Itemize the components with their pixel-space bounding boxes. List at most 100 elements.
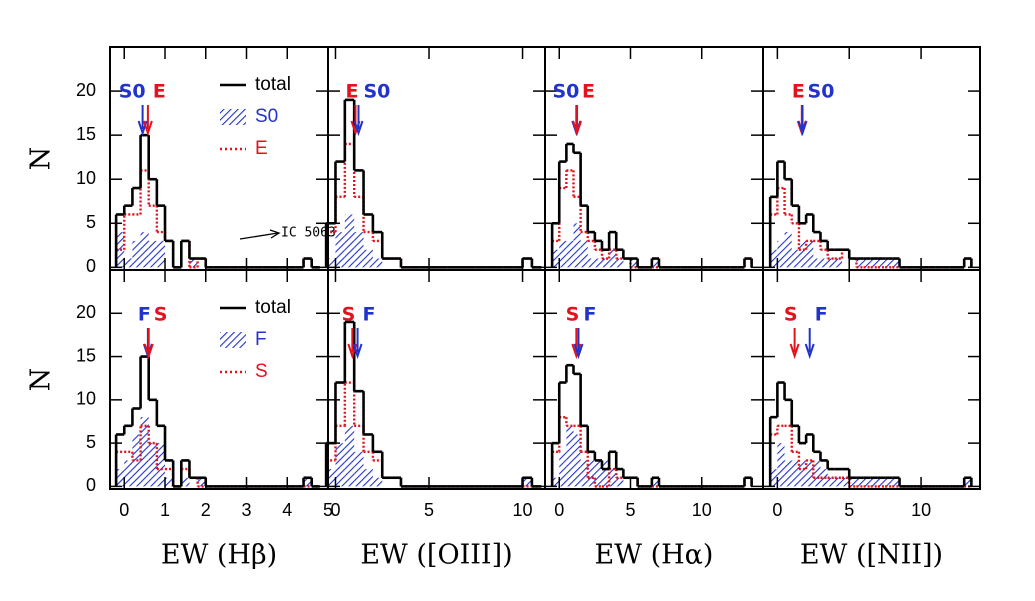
x-tick-label: 10 <box>692 500 712 520</box>
hist-bar <box>573 223 581 268</box>
hist-bar <box>770 249 778 268</box>
arrow-head <box>352 343 363 360</box>
x-tick-label: 2 <box>201 500 211 520</box>
arrow-head <box>804 343 815 360</box>
hist-bar <box>354 232 364 268</box>
arrow-label: S <box>154 304 168 326</box>
x-axis-label: EW (Hβ) <box>161 540 277 571</box>
arrow-label: E <box>582 81 595 103</box>
hist-bar <box>834 258 843 268</box>
y-tick-label: 20 <box>76 302 96 322</box>
hist-bar <box>798 460 807 487</box>
legend-label: S <box>255 361 268 382</box>
arrow-head <box>142 120 153 137</box>
hist-bar <box>877 258 886 268</box>
hist-bar <box>777 240 785 268</box>
hist-bar <box>616 258 624 268</box>
x-tick-label: 4 <box>282 500 292 520</box>
hist-bar <box>372 258 383 268</box>
hist-bar <box>813 258 821 268</box>
hist-bar <box>303 477 312 487</box>
y-tick-label: 0 <box>86 475 96 495</box>
hist-bar <box>856 477 864 487</box>
hist-bar <box>827 258 835 268</box>
hist-bar <box>834 477 843 487</box>
hist-bar <box>566 240 574 268</box>
hist-bar <box>580 460 588 487</box>
hist-bar <box>784 232 792 268</box>
arrow-label: S0 <box>552 81 579 103</box>
hist-bar <box>849 477 857 487</box>
hist-bar <box>326 469 336 487</box>
arrow-label: S <box>342 304 356 326</box>
hist-bar <box>587 258 595 268</box>
annotation-arrow <box>239 232 279 240</box>
y-tick-label: 5 <box>86 432 96 452</box>
hist-bar <box>148 240 157 268</box>
hist-bar <box>594 258 602 268</box>
hist-bar <box>609 469 617 487</box>
x-tick-label: 1 <box>160 500 170 520</box>
legend-label: F <box>255 329 267 350</box>
hist-bar <box>165 477 174 487</box>
hist-bar <box>863 258 871 268</box>
y-tick-label: 15 <box>76 124 96 144</box>
arrow-label: F <box>583 304 596 326</box>
x-tick-label: 5 <box>625 500 635 520</box>
arrow-label: F <box>363 304 376 326</box>
arrow-head <box>797 120 808 137</box>
hist-bar <box>601 460 610 487</box>
arrow-label: S0 <box>808 81 835 103</box>
hist-bar <box>856 258 864 268</box>
annotation: IC 5063 <box>281 226 336 241</box>
legend-label: total <box>255 297 291 318</box>
hist-bar <box>566 425 574 487</box>
hist-bar <box>798 240 807 268</box>
y-tick-label: 10 <box>76 389 96 409</box>
hist-bar <box>124 258 133 268</box>
hist-bar <box>354 451 364 487</box>
arrow-label: E <box>792 81 805 103</box>
hist-bar <box>156 240 166 268</box>
x-tick-label: 0 <box>119 500 129 520</box>
hist-bar <box>885 258 893 268</box>
hist-bar <box>372 477 383 487</box>
arrow-head <box>143 343 154 360</box>
x-axis-label: EW ([OIII]) <box>360 540 512 571</box>
y-axis-label: N <box>26 368 57 392</box>
legend-swatch <box>220 332 246 348</box>
arrow-head <box>353 120 364 137</box>
hist-bar <box>842 477 850 487</box>
hist-bar <box>552 249 560 268</box>
legend-label: total <box>255 74 291 95</box>
arrow-head <box>572 120 583 137</box>
hist-bar <box>552 477 560 487</box>
hist-bar <box>140 417 149 487</box>
hist-bar <box>181 477 190 487</box>
hist-bar <box>651 477 659 487</box>
hist-bar <box>335 232 345 268</box>
panel-frame <box>762 269 981 490</box>
x-axis-label: EW (Hα) <box>595 540 714 571</box>
y-tick-label: 5 <box>86 212 96 232</box>
hist-bar <box>197 477 206 487</box>
arrow-head <box>573 343 584 360</box>
hist-bar <box>140 232 149 268</box>
hist-bar <box>573 434 581 487</box>
x-tick-label: 0 <box>330 500 340 520</box>
hist-bar <box>609 249 617 268</box>
x-tick-label: 0 <box>554 500 564 520</box>
x-tick-label: 10 <box>911 500 931 520</box>
arrow-head <box>789 343 800 360</box>
hist-bar <box>189 258 198 268</box>
hist-bar <box>522 477 532 487</box>
hist-bar <box>335 443 345 487</box>
hist-bar <box>580 240 588 268</box>
hist-bar <box>148 443 157 487</box>
hist-bar <box>594 460 602 487</box>
arrow-label: E <box>153 81 166 103</box>
hist-bar <box>132 240 141 268</box>
arrow-label: S <box>784 304 798 326</box>
legend-label: E <box>255 138 268 159</box>
